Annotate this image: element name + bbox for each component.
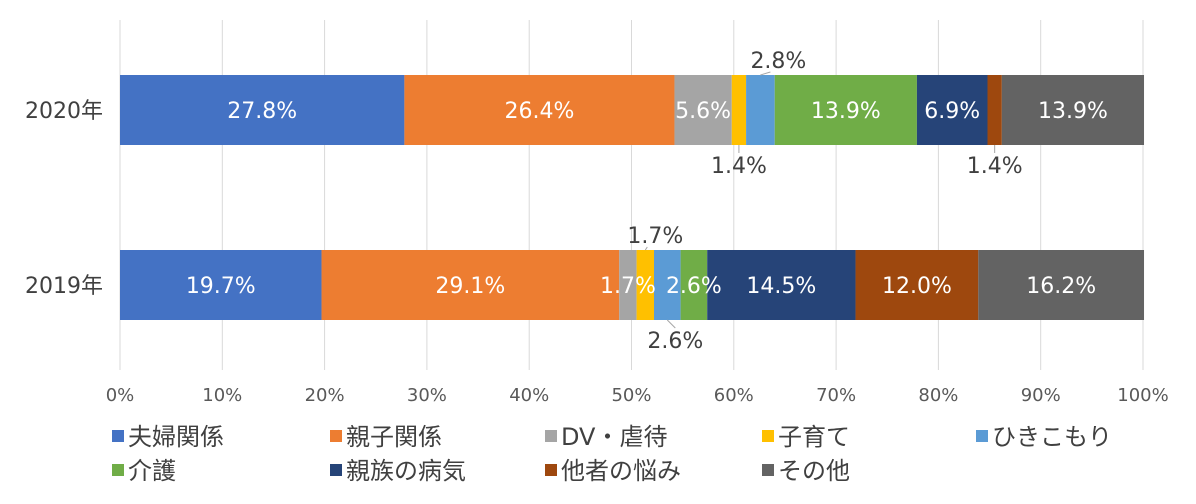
legend-swatch: [976, 430, 988, 442]
x-tick-label: 0%: [106, 385, 135, 406]
data-label: 16.2%: [1026, 274, 1096, 299]
data-label: 12.0%: [882, 274, 952, 299]
bars: [120, 75, 1145, 320]
data-label: 27.8%: [227, 99, 297, 124]
data-label: 14.5%: [746, 274, 816, 299]
leader-line: [760, 71, 771, 76]
data-label: 2.6%: [666, 274, 722, 299]
x-tick-label: 60%: [714, 385, 754, 406]
legend-label: 子育て: [778, 423, 850, 451]
bar-segment: [746, 75, 775, 145]
legend-swatch: [330, 430, 342, 442]
data-label: 5.6%: [675, 99, 731, 124]
bar-segment: [987, 75, 1002, 145]
bar-segment: [855, 250, 979, 320]
x-tick-label: 90%: [1021, 385, 1061, 406]
bar-segment: [120, 75, 405, 145]
bar-segment: [774, 75, 917, 145]
legend-swatch: [112, 430, 124, 442]
x-tick-label: 70%: [816, 385, 856, 406]
data-labels: 27.8% 26.4% 5.6%1.4%2.8%13.9% 6.9%1.4%13.9%…: [186, 49, 1108, 354]
x-tick-label: 80%: [918, 385, 958, 406]
legend-swatch: [762, 430, 774, 442]
bar-segment: [674, 75, 732, 145]
bar-segment: [916, 75, 988, 145]
data-label: 1.7%: [600, 274, 656, 299]
data-label: 13.9%: [811, 99, 881, 124]
data-label: 1.4%: [967, 154, 1023, 179]
x-tick-label: 50%: [611, 385, 651, 406]
category-label: 2019年: [25, 274, 103, 299]
data-label: 6.9%: [924, 99, 980, 124]
x-tick-label: 10%: [202, 385, 242, 406]
bar-segment: [1001, 75, 1145, 145]
legend-label: 親子関係: [346, 423, 442, 451]
data-label: 29.1%: [435, 274, 505, 299]
leader-line: [644, 246, 648, 251]
x-tick-label: 40%: [509, 385, 549, 406]
bar-segment: [120, 250, 322, 320]
data-label: 2.6%: [647, 329, 703, 354]
data-label: 1.7%: [627, 224, 683, 249]
bar-segment: [731, 75, 747, 145]
legend-label: 他者の悩み: [561, 457, 681, 485]
legend-swatch: [330, 464, 342, 476]
legend-label: その他: [778, 457, 850, 485]
legend-label: 夫婦関係: [128, 423, 224, 451]
leader-line: [666, 319, 676, 329]
x-tick-label: 30%: [407, 385, 447, 406]
bar-segment: [619, 250, 637, 320]
legend-swatch: [545, 464, 557, 476]
bar-segment: [404, 75, 675, 145]
data-label: 13.9%: [1038, 99, 1108, 124]
data-label: 2.8%: [750, 49, 806, 74]
legend-label: ひきこもり: [992, 423, 1112, 451]
legend-swatch: [545, 430, 557, 442]
data-label: 19.7%: [186, 274, 256, 299]
bar-segment: [680, 250, 708, 320]
x-axis-tick-labels: 0% 10% 20% 30% 40% 50% 60% 70% 80% 90% 100%: [106, 385, 1169, 406]
bar-segment: [321, 250, 620, 320]
data-label: 1.4%: [711, 154, 767, 179]
x-tick-label: 20%: [305, 385, 345, 406]
category-labels: 2020年 2019年: [25, 99, 103, 299]
legend-label: 親族の病気: [346, 457, 466, 485]
bar-segment: [707, 250, 856, 320]
bar-segment: [978, 250, 1145, 320]
legend-label: DV・虐待: [561, 423, 667, 451]
legend-swatch: [762, 464, 774, 476]
bar-segment: [654, 250, 681, 320]
legend-swatch: [112, 464, 124, 476]
bar-segment: [636, 250, 655, 320]
x-tick-label: 100%: [1117, 385, 1168, 406]
data-label: 26.4%: [504, 99, 574, 124]
legend-label: 介護: [128, 457, 176, 485]
category-label: 2020年: [25, 99, 103, 124]
